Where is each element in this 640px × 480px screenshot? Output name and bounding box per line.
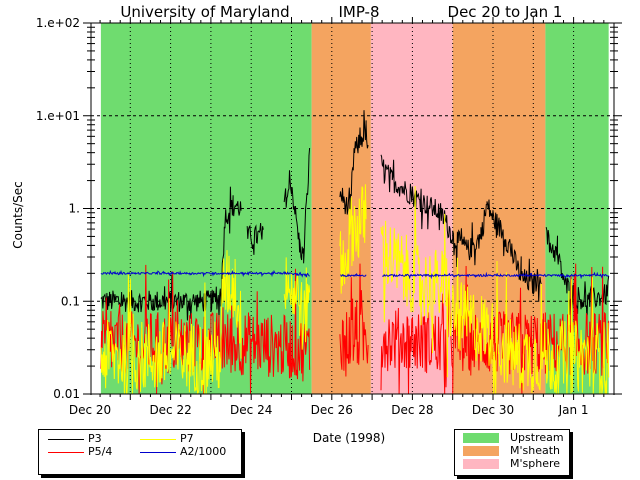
legend-line-a2-1000 — [140, 452, 176, 453]
legend-label-p3: P3 — [88, 432, 102, 445]
legend-label-a2-1000: A2/1000 — [180, 445, 227, 458]
legend-label-p5-4: P5/4 — [88, 445, 113, 458]
legend-swatch-msphere — [463, 459, 499, 469]
axes: 1.e+02 1.e+01 1. 0.1 0.01 Dec 20 Dec 22 Dec 24 D… — [36, 16, 622, 417]
legend-line-p5-4 — [48, 452, 84, 453]
y-tick-label: 1. — [69, 202, 80, 216]
series-p3 — [100, 110, 610, 322]
legend-line-p3 — [48, 439, 84, 440]
series-legend: P3 P7 P5/4 A2/1000 — [38, 429, 242, 475]
legend-swatch-msheath — [463, 446, 499, 456]
series-lines — [100, 110, 610, 395]
x-tick-label: Jan 1 — [558, 403, 589, 417]
x-tick-label: Dec 26 — [311, 403, 353, 417]
y-tick-label: 0.1 — [61, 294, 80, 308]
legend-label-upstream: Upstream — [510, 431, 564, 444]
legend-swatch-upstream — [463, 433, 499, 443]
x-tick-label: Dec 24 — [230, 403, 272, 417]
legend-label-msphere: M'sphere — [510, 457, 561, 470]
series-a2-1000 — [100, 269, 609, 280]
x-axis-label: Date (1998) — [313, 431, 385, 445]
y-tick-label: 1.e+01 — [36, 109, 80, 123]
legend-label-msheath: M'sheath — [510, 444, 561, 457]
title-spacecraft: IMP-8 — [338, 3, 379, 21]
x-tick-label: Dec 20 — [69, 403, 111, 417]
x-tick-label: Dec 22 — [149, 403, 191, 417]
legend-label-p7: P7 — [180, 432, 194, 445]
y-tick-label: 0.01 — [53, 387, 80, 401]
legend-line-p7 — [140, 439, 176, 440]
y-axis-label: Counts/Sec — [11, 181, 25, 249]
y-tick-label: 1.e+02 — [36, 16, 80, 30]
x-tick-label: Dec 28 — [391, 403, 433, 417]
title-daterange: Dec 20 to Jan 1 — [448, 3, 563, 21]
region-legend: Upstream M'sheath M'sphere — [454, 429, 570, 476]
title-institution: University of Maryland — [120, 3, 289, 21]
series-p7 — [100, 184, 610, 395]
x-tick-label: Dec 30 — [472, 403, 514, 417]
